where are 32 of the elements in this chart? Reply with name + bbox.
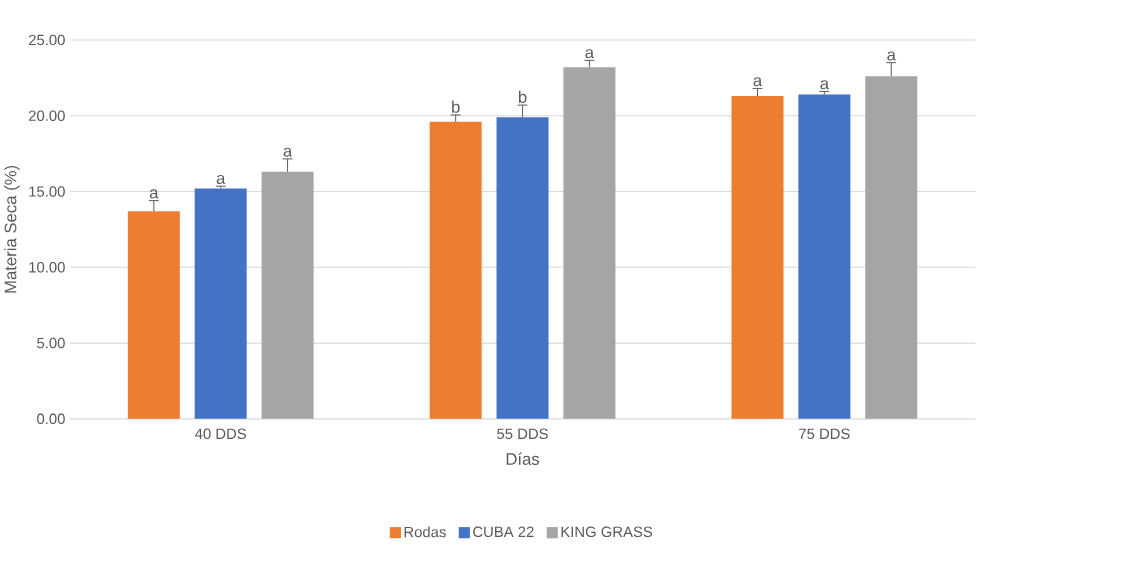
data-label: a [753, 77, 763, 87]
bar [127, 211, 180, 419]
bar [563, 67, 616, 419]
data-label: b [518, 90, 527, 104]
legend-label: CUBA 22 [473, 526, 534, 538]
data-label: b [452, 100, 460, 113]
y-tick-label: 15.00 [29, 186, 65, 197]
x-tick-label: 55 DDS [497, 428, 548, 440]
y-tick-label: 20.00 [28, 110, 65, 121]
bar [429, 121, 482, 419]
data-label: a [216, 174, 226, 185]
y-axis-title: Materia Seca (%) [4, 165, 20, 293]
data-label: a [820, 80, 830, 90]
data-label: a [283, 147, 293, 157]
x-axis-title: Días [506, 452, 540, 465]
data-label: a [585, 49, 595, 59]
y-tick-label: 0.00 [37, 413, 65, 425]
data-label: a [149, 189, 159, 199]
legend-label: Rodas [404, 526, 446, 538]
x-tick-label: 40 DDS [195, 428, 246, 440]
data-label: a [887, 51, 896, 61]
legend-label: KING GRASS [561, 526, 653, 538]
y-tick-label: 25.00 [28, 34, 65, 46]
y-tick-label: 5.00 [37, 337, 65, 349]
bar [194, 188, 247, 419]
bar [731, 96, 784, 419]
y-tick-label: 10.00 [29, 262, 65, 273]
bar [261, 171, 314, 419]
x-tick-label: 75 DDS [799, 428, 850, 440]
bar [496, 117, 549, 419]
bar [798, 94, 851, 419]
bar [865, 76, 918, 419]
